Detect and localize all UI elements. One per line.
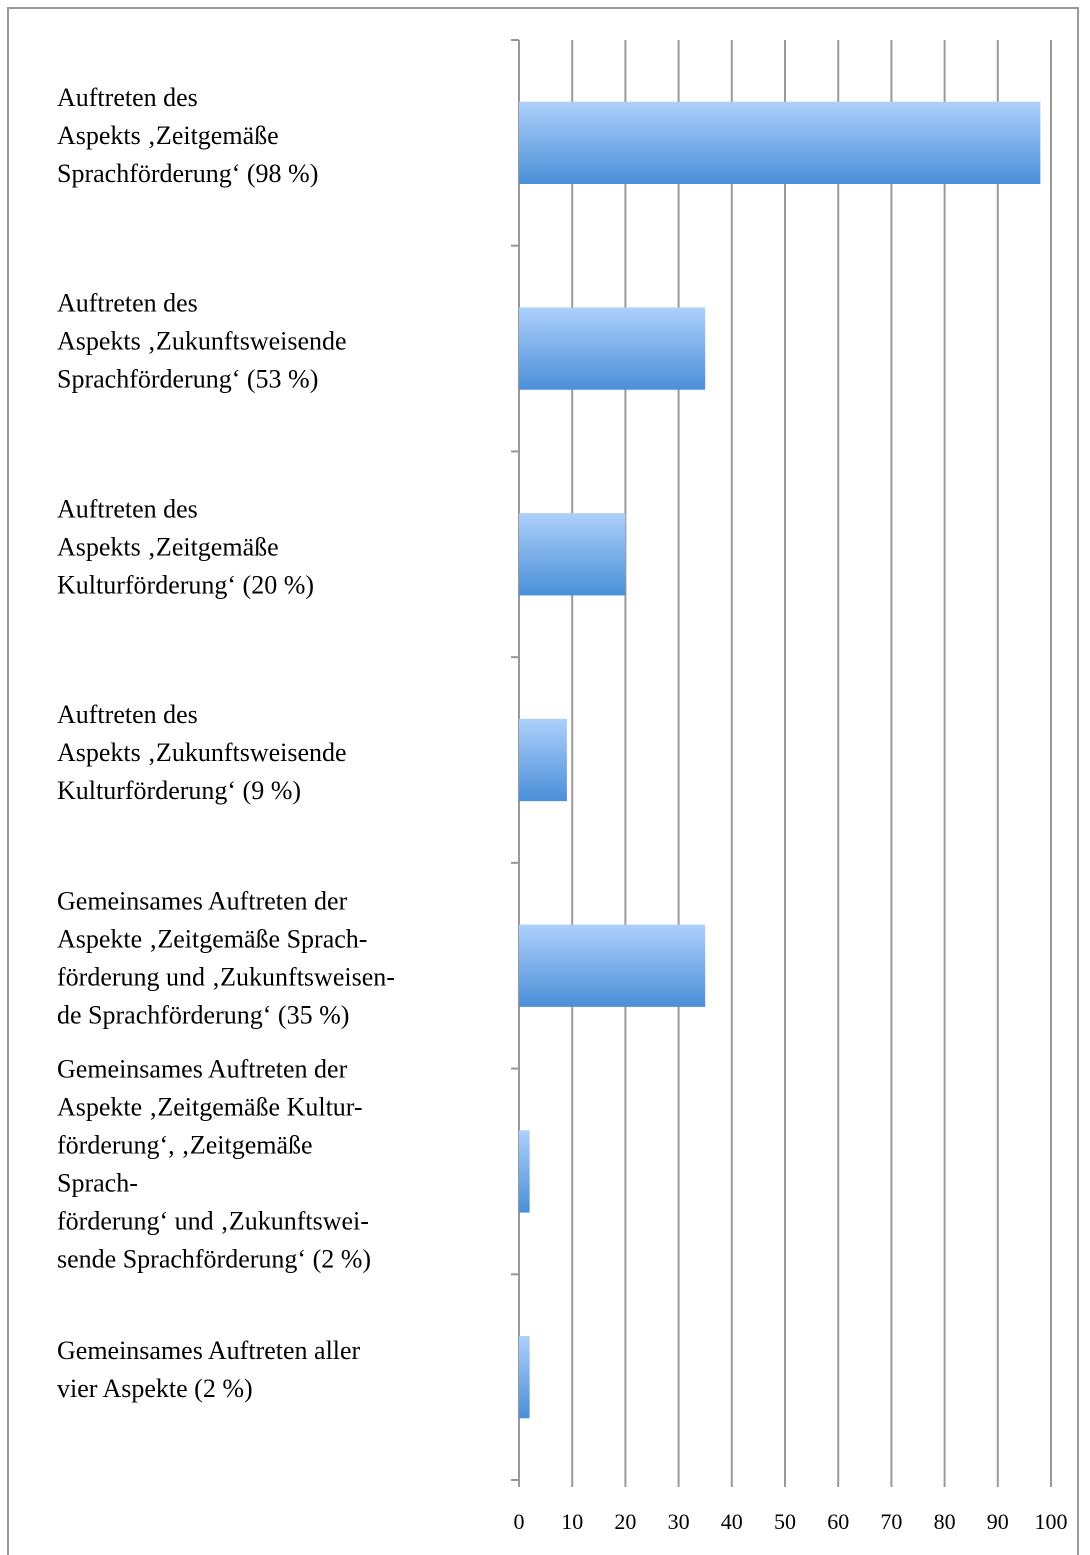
x-tick-label: 40 <box>721 1509 743 1534</box>
bar <box>519 101 1041 184</box>
category-label: Auftreten des <box>57 494 198 523</box>
category-label: Aspekts ‚Zeitgemäße <box>57 532 279 561</box>
category-label: Auftreten des <box>57 289 198 318</box>
x-tick-label: 70 <box>880 1509 902 1534</box>
category-label: Aspekte ‚Zeitgemäße Sprach- <box>57 925 367 954</box>
bar <box>519 1130 530 1213</box>
category-label: förderung‘, ‚Zeitgemäße <box>57 1130 313 1159</box>
category-label: förderung und ‚Zukunftsweisen- <box>57 963 395 992</box>
x-tick-label: 60 <box>827 1509 849 1534</box>
bar <box>519 1336 530 1419</box>
category-label: Kulturförderung‘ (9 %) <box>57 776 301 805</box>
category-label: Sprach- <box>57 1168 138 1197</box>
category-label: Gemeinsames Auftreten der <box>57 887 348 916</box>
category-label: Aspekts ‚Zukunftsweisende <box>57 738 347 767</box>
x-tick-label: 80 <box>934 1509 956 1534</box>
category-label: Sprachförderung‘ (53 %) <box>57 365 318 394</box>
category-label: Gemeinsames Auftreten aller <box>57 1336 361 1365</box>
bar <box>519 718 567 802</box>
category-label: Aspekts ‚Zukunftsweisende <box>57 327 347 356</box>
category-label: Auftreten des <box>57 700 198 729</box>
category-label: förderung‘ und ‚Zukunftswei- <box>57 1206 369 1235</box>
bar <box>519 307 706 390</box>
category-label: Auftreten des <box>57 83 198 112</box>
x-tick-label: 30 <box>668 1509 690 1534</box>
category-label: Aspekts ‚Zeitgemäße <box>57 121 279 150</box>
x-tick-label: 50 <box>774 1509 796 1534</box>
x-tick-label: 100 <box>1035 1509 1068 1534</box>
bar <box>519 924 706 1007</box>
category-label: sende Sprachförderung‘ (2 %) <box>57 1244 371 1273</box>
bar <box>519 513 626 596</box>
category-label: Aspekte ‚Zeitgemäße Kultur- <box>57 1092 363 1121</box>
category-label: Kulturförderung‘ (20 %) <box>57 570 314 599</box>
category-label: de Sprachförderung‘ (35 %) <box>57 1001 349 1030</box>
x-tick-label: 20 <box>614 1509 636 1534</box>
frame <box>7 7 1079 1555</box>
category-label: Gemeinsames Auftreten der <box>57 1054 348 1083</box>
category-label: vier Aspekte (2 %) <box>57 1374 253 1403</box>
category-label: Sprachförderung‘ (98 %) <box>57 159 318 188</box>
x-tick-label: 90 <box>987 1509 1009 1534</box>
x-tick-label: 0 <box>514 1509 525 1534</box>
x-tick-label: 10 <box>561 1509 583 1534</box>
